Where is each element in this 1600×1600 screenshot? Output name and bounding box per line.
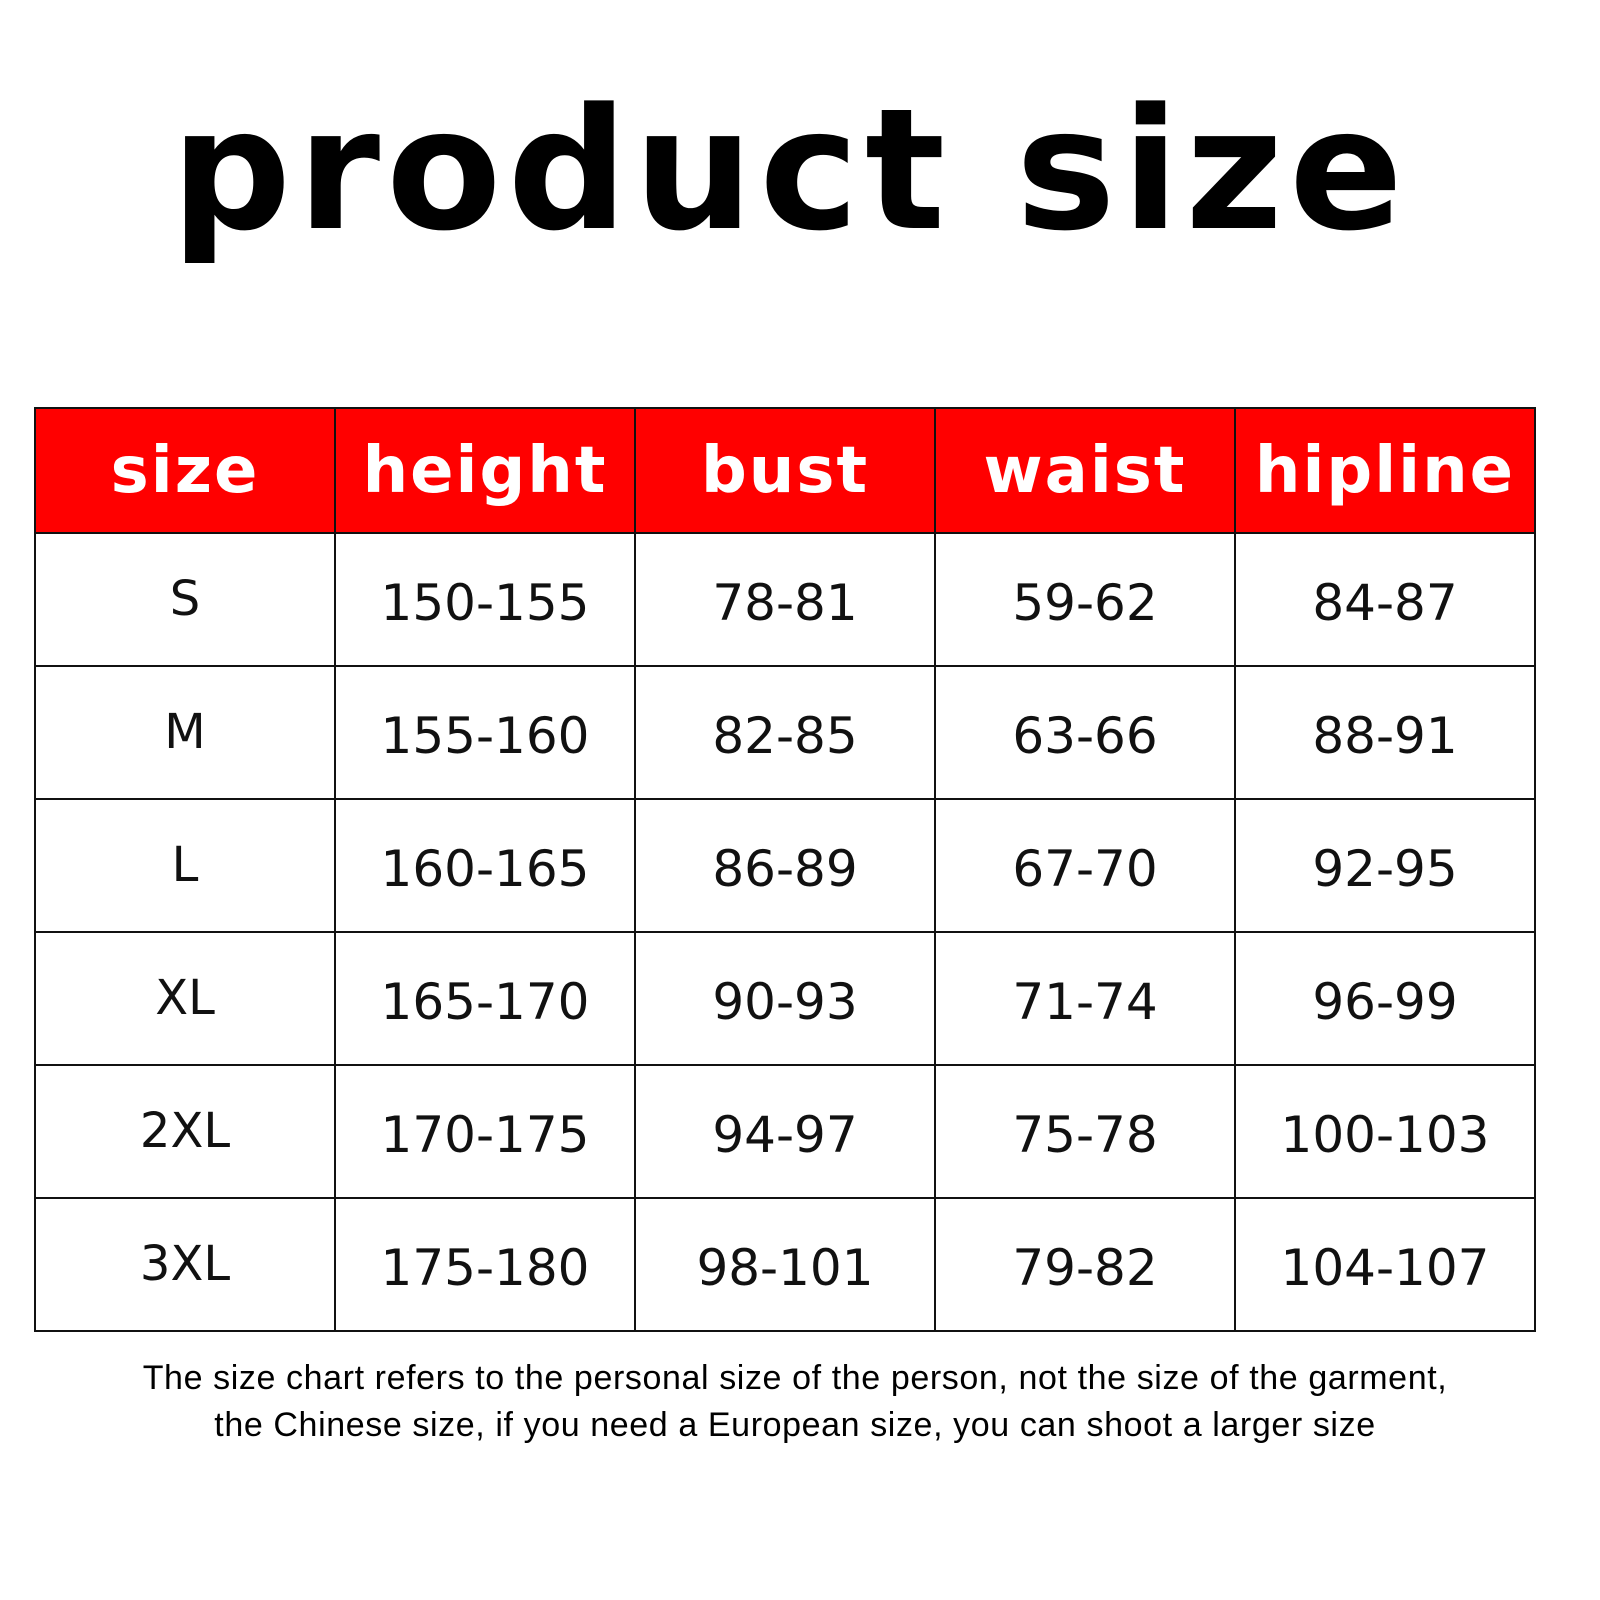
cell-size: 3XL	[34, 1197, 336, 1332]
table-header-row: size height bust waist hipline	[34, 407, 1536, 534]
cell-waist: 59-62	[934, 532, 1236, 667]
cell-size: L	[34, 798, 336, 933]
table-row: 3XL 175-180 98-101 79-82 104-107	[34, 1197, 1536, 1332]
size-table: size height bust waist hipline S 150-155 78-81…	[34, 407, 1536, 1332]
cell-size: 2XL	[34, 1064, 336, 1199]
cell-hipline: 96-99	[1234, 931, 1536, 1066]
footer-line-1: The size chart refers to the personal si…	[142, 1359, 1448, 1397]
cell-waist: 75-78	[934, 1064, 1236, 1199]
cell-size: XL	[34, 931, 336, 1066]
cell-height: 165-170	[334, 931, 636, 1066]
cell-hipline: 92-95	[1234, 798, 1536, 933]
cell-waist: 79-82	[934, 1197, 1236, 1332]
column-header-height: height	[334, 407, 636, 534]
cell-bust: 94-97	[634, 1064, 936, 1199]
cell-waist: 63-66	[934, 665, 1236, 800]
cell-hipline: 100-103	[1234, 1064, 1536, 1199]
footer-note: The size chart refers to the personal si…	[0, 1355, 1590, 1449]
table-row: S 150-155 78-81 59-62 84-87	[34, 532, 1536, 667]
table-row: M 155-160 82-85 63-66 88-91	[34, 665, 1536, 800]
column-header-waist: waist	[934, 407, 1236, 534]
cell-size: S	[34, 532, 336, 667]
table-row: XL 165-170 90-93 71-74 96-99	[34, 931, 1536, 1066]
footer-line-2: the Chinese size, if you need a European…	[214, 1406, 1376, 1444]
column-header-hipline: hipline	[1234, 407, 1536, 534]
cell-bust: 82-85	[634, 665, 936, 800]
cell-height: 160-165	[334, 798, 636, 933]
cell-height: 170-175	[334, 1064, 636, 1199]
cell-bust: 86-89	[634, 798, 936, 933]
cell-hipline: 84-87	[1234, 532, 1536, 667]
cell-hipline: 88-91	[1234, 665, 1536, 800]
cell-hipline: 104-107	[1234, 1197, 1536, 1332]
cell-height: 155-160	[334, 665, 636, 800]
table-row: 2XL 170-175 94-97 75-78 100-103	[34, 1064, 1536, 1199]
column-header-bust: bust	[634, 407, 936, 534]
cell-waist: 71-74	[934, 931, 1236, 1066]
cell-waist: 67-70	[934, 798, 1236, 933]
cell-bust: 90-93	[634, 931, 936, 1066]
table-row: L 160-165 86-89 67-70 92-95	[34, 798, 1536, 933]
column-header-size: size	[34, 407, 336, 534]
cell-size: M	[34, 665, 336, 800]
cell-bust: 98-101	[634, 1197, 936, 1332]
cell-height: 175-180	[334, 1197, 636, 1332]
page-title: product size	[170, 72, 1410, 268]
cell-bust: 78-81	[634, 532, 936, 667]
cell-height: 150-155	[334, 532, 636, 667]
